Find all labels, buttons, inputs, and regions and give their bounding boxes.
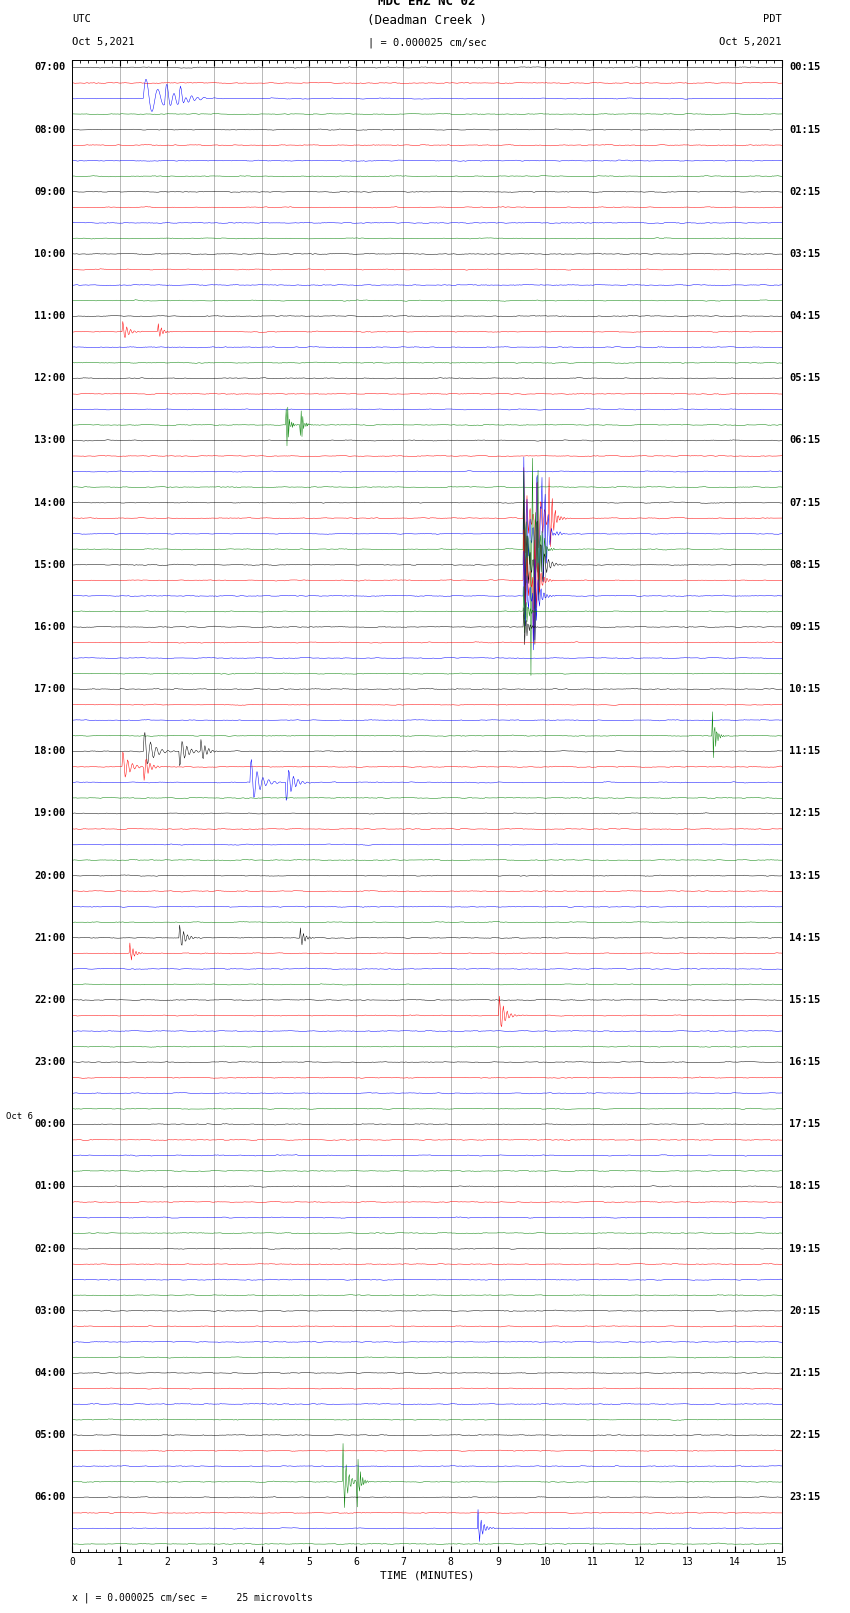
Text: 19:00: 19:00 [34, 808, 65, 818]
Text: | = 0.000025 cm/sec: | = 0.000025 cm/sec [368, 37, 486, 48]
Text: 08:00: 08:00 [34, 124, 65, 134]
Text: 14:00: 14:00 [34, 498, 65, 508]
Text: 05:15: 05:15 [789, 373, 820, 384]
Text: 20:15: 20:15 [789, 1307, 820, 1316]
Text: 23:15: 23:15 [789, 1492, 820, 1502]
Text: 22:00: 22:00 [34, 995, 65, 1005]
Text: Oct 6: Oct 6 [6, 1111, 33, 1121]
Text: 01:15: 01:15 [789, 124, 820, 134]
Text: 04:00: 04:00 [34, 1368, 65, 1378]
Text: PDT: PDT [763, 15, 782, 24]
Text: 09:00: 09:00 [34, 187, 65, 197]
Text: 21:15: 21:15 [789, 1368, 820, 1378]
Text: 02:15: 02:15 [789, 187, 820, 197]
Text: 09:15: 09:15 [789, 623, 820, 632]
Text: Oct 5,2021: Oct 5,2021 [719, 37, 782, 47]
Text: 05:00: 05:00 [34, 1431, 65, 1440]
Text: 00:00: 00:00 [34, 1119, 65, 1129]
Text: 18:00: 18:00 [34, 747, 65, 756]
Text: 13:15: 13:15 [789, 871, 820, 881]
Text: Oct 5,2021: Oct 5,2021 [72, 37, 135, 47]
Text: 12:00: 12:00 [34, 373, 65, 384]
Text: 21:00: 21:00 [34, 932, 65, 944]
Text: 01:00: 01:00 [34, 1181, 65, 1192]
X-axis label: TIME (MINUTES): TIME (MINUTES) [380, 1571, 474, 1581]
Text: 19:15: 19:15 [789, 1244, 820, 1253]
Text: 03:15: 03:15 [789, 248, 820, 260]
Text: 17:15: 17:15 [789, 1119, 820, 1129]
Text: 03:00: 03:00 [34, 1307, 65, 1316]
Text: 22:15: 22:15 [789, 1431, 820, 1440]
Text: 10:00: 10:00 [34, 248, 65, 260]
Text: 06:00: 06:00 [34, 1492, 65, 1502]
Text: 00:15: 00:15 [789, 63, 820, 73]
Text: 20:00: 20:00 [34, 871, 65, 881]
Text: 02:00: 02:00 [34, 1244, 65, 1253]
Text: 07:15: 07:15 [789, 498, 820, 508]
Text: 11:00: 11:00 [34, 311, 65, 321]
Text: (Deadman Creek ): (Deadman Creek ) [367, 15, 487, 27]
Text: 23:00: 23:00 [34, 1057, 65, 1068]
Text: 08:15: 08:15 [789, 560, 820, 569]
Text: 16:15: 16:15 [789, 1057, 820, 1068]
Text: 18:15: 18:15 [789, 1181, 820, 1192]
Text: 17:00: 17:00 [34, 684, 65, 694]
Text: 15:15: 15:15 [789, 995, 820, 1005]
Text: 12:15: 12:15 [789, 808, 820, 818]
Text: 06:15: 06:15 [789, 436, 820, 445]
Text: 15:00: 15:00 [34, 560, 65, 569]
Text: 07:00: 07:00 [34, 63, 65, 73]
Text: 10:15: 10:15 [789, 684, 820, 694]
Text: 14:15: 14:15 [789, 932, 820, 944]
Text: 13:00: 13:00 [34, 436, 65, 445]
Text: 11:15: 11:15 [789, 747, 820, 756]
Text: MDC EHZ NC 02: MDC EHZ NC 02 [378, 0, 476, 8]
Text: 16:00: 16:00 [34, 623, 65, 632]
Text: 04:15: 04:15 [789, 311, 820, 321]
Text: x | = 0.000025 cm/sec =     25 microvolts: x | = 0.000025 cm/sec = 25 microvolts [72, 1592, 313, 1603]
Text: UTC: UTC [72, 15, 91, 24]
